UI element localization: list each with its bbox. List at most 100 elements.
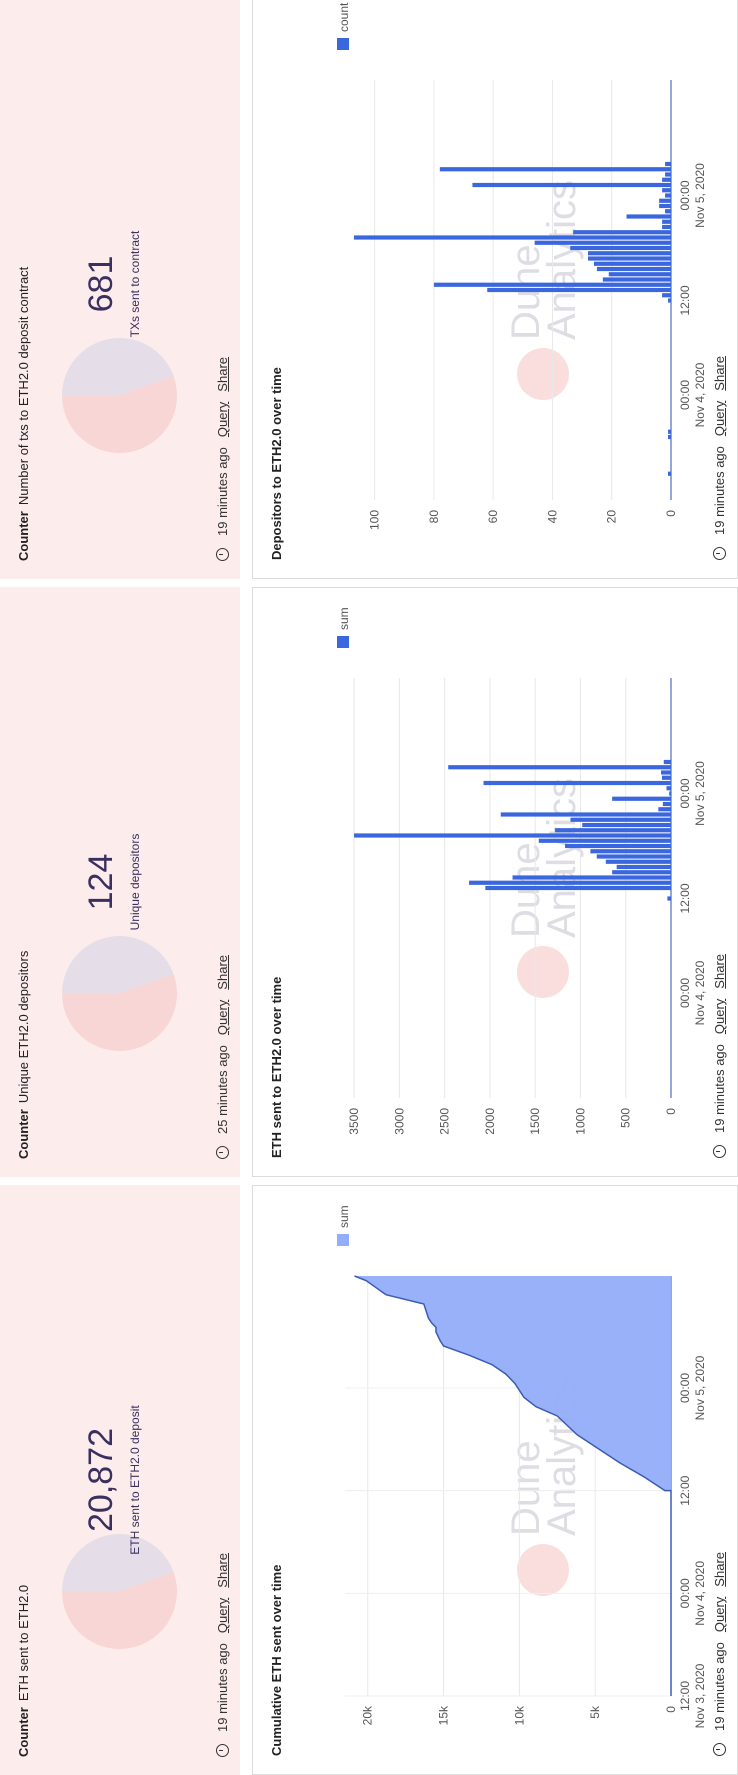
bar	[439, 167, 671, 172]
y-tick-label: 15k	[437, 1705, 451, 1725]
query-link[interactable]: Query	[215, 999, 230, 1036]
chart-panel-depositors: Depositors to ETH2.0 over time Dune Analy…	[252, 0, 738, 579]
bar	[663, 759, 671, 765]
bar	[573, 230, 672, 235]
bar	[555, 828, 672, 833]
bar	[469, 880, 671, 885]
bar	[602, 277, 671, 282]
bar	[448, 765, 671, 770]
clock-icon	[216, 1744, 229, 1757]
share-link[interactable]: Share	[712, 1551, 727, 1587]
watermark-text: Analytics	[540, 778, 584, 938]
panel-footer: 19 minutes ago Query Share	[215, 357, 230, 561]
bar	[662, 188, 672, 193]
bar	[658, 807, 672, 812]
updated-time: 25 minutes ago	[215, 1045, 230, 1134]
bar	[659, 203, 671, 209]
counter-panel-txs: Counter Number of txs to ETH2.0 deposit c…	[0, 0, 240, 579]
bar	[433, 282, 671, 287]
query-link[interactable]: Query	[712, 1596, 727, 1633]
y-tick-label: 1000	[573, 1108, 587, 1135]
x-tick-label: 00:00	[678, 978, 692, 1008]
bar	[612, 796, 671, 801]
bar	[605, 859, 671, 864]
bar	[662, 293, 672, 298]
watermark-text: Dune	[504, 842, 548, 938]
watermark-text: Dune	[504, 1440, 548, 1536]
watermark-logo-icon	[517, 1544, 569, 1596]
counter-label: ETH sent to ETH2.0 deposit	[128, 1405, 142, 1555]
y-tick-label: 5k	[588, 1705, 602, 1719]
updated-time: 19 minutes ago	[215, 447, 230, 536]
y-tick-label: 3500	[347, 1108, 361, 1135]
x-tick-label: Nov 4, 2020	[693, 960, 707, 1025]
share-link[interactable]: Share	[712, 355, 727, 391]
y-tick-label: 80	[427, 510, 441, 524]
bar	[565, 843, 671, 849]
watermark-text: Analytics	[540, 180, 584, 340]
counter-value: 20,872	[82, 1428, 120, 1532]
x-tick-label: 00:00	[678, 180, 692, 210]
x-tick-label: Nov 5, 2020	[693, 1355, 707, 1420]
x-tick-label: Nov 5, 2020	[693, 163, 707, 228]
bar	[662, 224, 672, 230]
bar	[596, 854, 671, 859]
y-tick-label: 60	[486, 510, 500, 524]
counter-value: 681	[82, 255, 120, 313]
y-tick-label: 40	[545, 510, 559, 524]
bar	[666, 786, 672, 791]
x-tick-label: 12:00	[678, 1681, 692, 1711]
share-link[interactable]: Share	[215, 1552, 230, 1588]
x-tick-label: Nov 5, 2020	[693, 761, 707, 826]
panel-title: Counter Number of txs to ETH2.0 deposit c…	[16, 267, 31, 561]
query-link[interactable]: Query	[215, 401, 230, 438]
bar	[665, 161, 671, 167]
counter-label: Unique depositors	[128, 833, 142, 931]
query-link[interactable]: Query	[215, 1597, 230, 1634]
panel-footer: 19 minutes ago Query Share	[712, 954, 727, 1158]
bar	[538, 838, 671, 843]
widget-title: Number of txs to ETH2.0 deposit contract	[16, 266, 31, 506]
legend-label: count	[337, 2, 351, 32]
counter-panel-depositors: Counter Unique ETH2.0 depositors 124 Uniq…	[0, 587, 240, 1177]
counter-label: TXs sent to contract	[128, 230, 142, 338]
bar	[512, 875, 671, 880]
line-series	[354, 1275, 672, 1696]
share-link[interactable]: Share	[712, 953, 727, 989]
bar	[669, 791, 672, 796]
legend-swatch	[337, 636, 349, 648]
bar	[608, 272, 672, 277]
bar	[668, 429, 672, 434]
share-link[interactable]: Share	[215, 954, 230, 990]
bar	[668, 471, 672, 476]
bar	[570, 245, 671, 251]
widget-kind: Counter	[16, 1707, 31, 1757]
bar	[483, 780, 671, 786]
y-tick-label: 1500	[528, 1108, 542, 1135]
y-tick-label: 100	[368, 510, 382, 530]
query-link[interactable]: Query	[712, 998, 727, 1035]
x-tick-label: 00:00	[678, 778, 692, 808]
share-link[interactable]: Share	[215, 356, 230, 392]
panel-title: Counter ETH sent to ETH2.0	[16, 1585, 31, 1757]
bar	[353, 235, 672, 240]
bar	[662, 177, 672, 182]
query-link[interactable]: Query	[712, 400, 727, 437]
bar	[661, 775, 672, 780]
x-tick-label: 12:00	[678, 285, 692, 315]
x-tick-label: 12:00	[678, 1475, 692, 1505]
y-tick-label: 3000	[392, 1108, 406, 1135]
bar	[662, 801, 672, 807]
bar	[668, 434, 672, 440]
y-tick-label: 2000	[483, 1108, 497, 1135]
x-tick-label: Nov 4, 2020	[693, 1561, 707, 1626]
clock-icon	[713, 1743, 726, 1756]
bar	[500, 812, 671, 817]
bar	[596, 266, 671, 272]
bar	[534, 240, 671, 245]
y-tick-label: 0	[664, 1706, 678, 1713]
bar	[588, 256, 672, 261]
